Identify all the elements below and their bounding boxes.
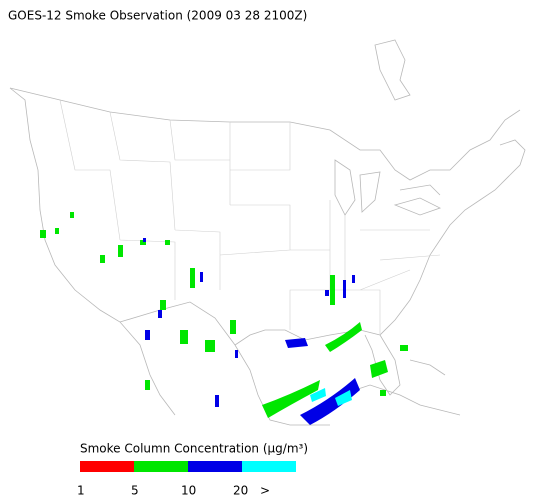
legend-label: 5 [131,484,139,498]
legend-swatch [134,461,188,472]
basemap [9,39,526,426]
legend-label: 20 [233,484,248,498]
legend-swatch [80,461,134,472]
title: GOES-12 Smoke Observation (2009 03 28 21… [8,9,307,23]
legend-label: 10 [181,484,196,498]
legend-label: > [260,484,270,498]
legend-swatch [242,461,296,472]
legend: 1 5 10 20 > [77,461,296,498]
legend-label: 1 [77,484,85,498]
legend-swatch [188,461,242,472]
legend-title: Smoke Column Concentration (μg/m³) [80,442,308,456]
smoke-overlay [40,212,408,425]
